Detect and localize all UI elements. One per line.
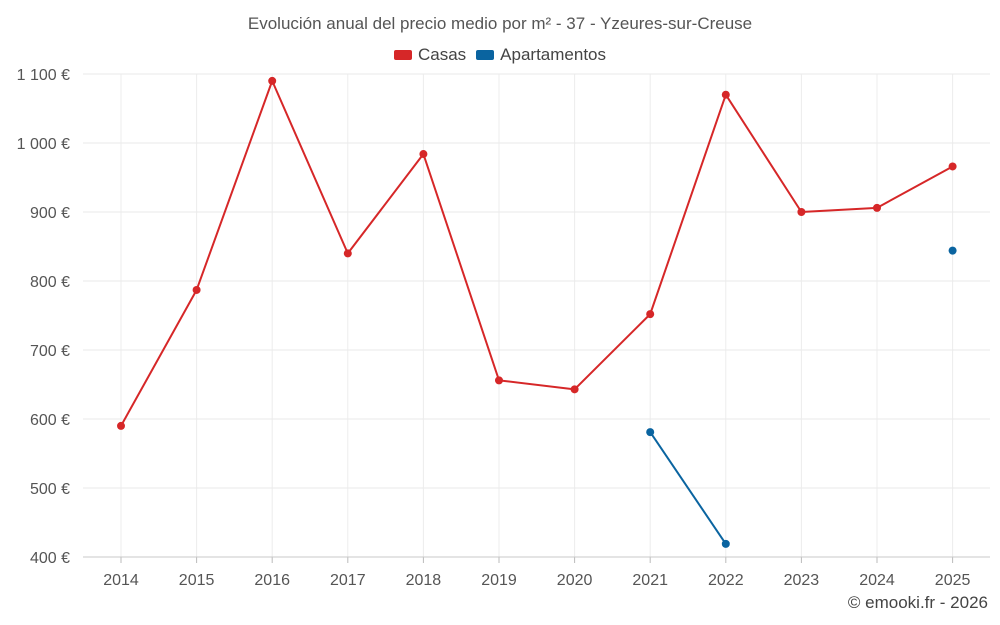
axes: 400 € 500 € 600 € 700 € 800 € 900 € 1 000 € 1 1… <box>17 67 990 589</box>
data-point-casas-2019[interactable] <box>495 376 503 385</box>
data-point-casas-2025[interactable] <box>948 162 957 171</box>
grid <box>83 73 990 558</box>
data-point-casas-2018[interactable] <box>419 150 428 159</box>
legend-label-casas: Casas <box>417 45 467 64</box>
data-point-casas-2022[interactable] <box>721 90 730 99</box>
legend-swatch-casas <box>393 50 412 60</box>
data-point-casas-2023[interactable] <box>797 208 806 216</box>
x-tick-label: 2019 <box>481 572 517 589</box>
y-tick-label: 1 100 € <box>17 67 70 84</box>
data-point-casas-2015[interactable] <box>192 285 201 294</box>
data-point-apartamentos-2022[interactable] <box>721 539 730 548</box>
data-point-casas-2014[interactable] <box>117 421 125 430</box>
x-tick-label: 2022 <box>708 572 744 589</box>
data-point-apartamentos-2021[interactable] <box>646 428 655 437</box>
legend-label-apartamentos: Apartamentos <box>500 45 607 64</box>
x-tick-label: 2024 <box>859 572 895 589</box>
x-tick-label: 2020 <box>557 572 593 589</box>
y-tick-label: 800 € <box>30 274 70 291</box>
legend-item-casas[interactable]: Casas <box>393 45 467 65</box>
legend-item-apartamentos[interactable]: Apartamentos <box>476 45 606 65</box>
data-point-casas-2024[interactable] <box>873 203 881 212</box>
x-tick-label: 2023 <box>784 572 820 589</box>
data-point-casas-2017[interactable] <box>343 249 352 258</box>
x-tick-label: 2025 <box>935 572 971 589</box>
series-line-casas <box>120 79 954 427</box>
data-point-casas-2021[interactable] <box>646 310 655 319</box>
data-point-casas-2020[interactable] <box>570 385 579 394</box>
data-point-casas-2016[interactable] <box>268 76 277 85</box>
legend-swatch-apartamentos <box>476 50 495 60</box>
y-tick-label: 600 € <box>30 412 70 429</box>
credit: © emooki.fr - 2026 <box>847 593 988 612</box>
series-line-apartamentos <box>649 431 727 545</box>
y-tick-label: 700 € <box>30 343 70 360</box>
y-tick-label: 500 € <box>30 481 70 498</box>
series <box>117 76 957 548</box>
x-tick-label: 2016 <box>254 572 290 589</box>
y-tick-label: 400 € <box>30 550 70 567</box>
x-tick-label: 2018 <box>406 572 442 589</box>
y-tick-label: 1 000 € <box>17 136 70 153</box>
x-tick-label: 2015 <box>179 572 215 589</box>
x-tick-label: 2014 <box>103 572 139 589</box>
chart-title: Evolución anual del precio medio por m² … <box>247 14 753 33</box>
y-tick-label: 900 € <box>30 205 70 222</box>
data-point-apartamentos-2025[interactable] <box>948 246 957 255</box>
x-tick-label: 2017 <box>330 572 366 589</box>
legend: Casas Apartamentos <box>0 45 1000 65</box>
x-tick-label: 2021 <box>632 572 668 589</box>
